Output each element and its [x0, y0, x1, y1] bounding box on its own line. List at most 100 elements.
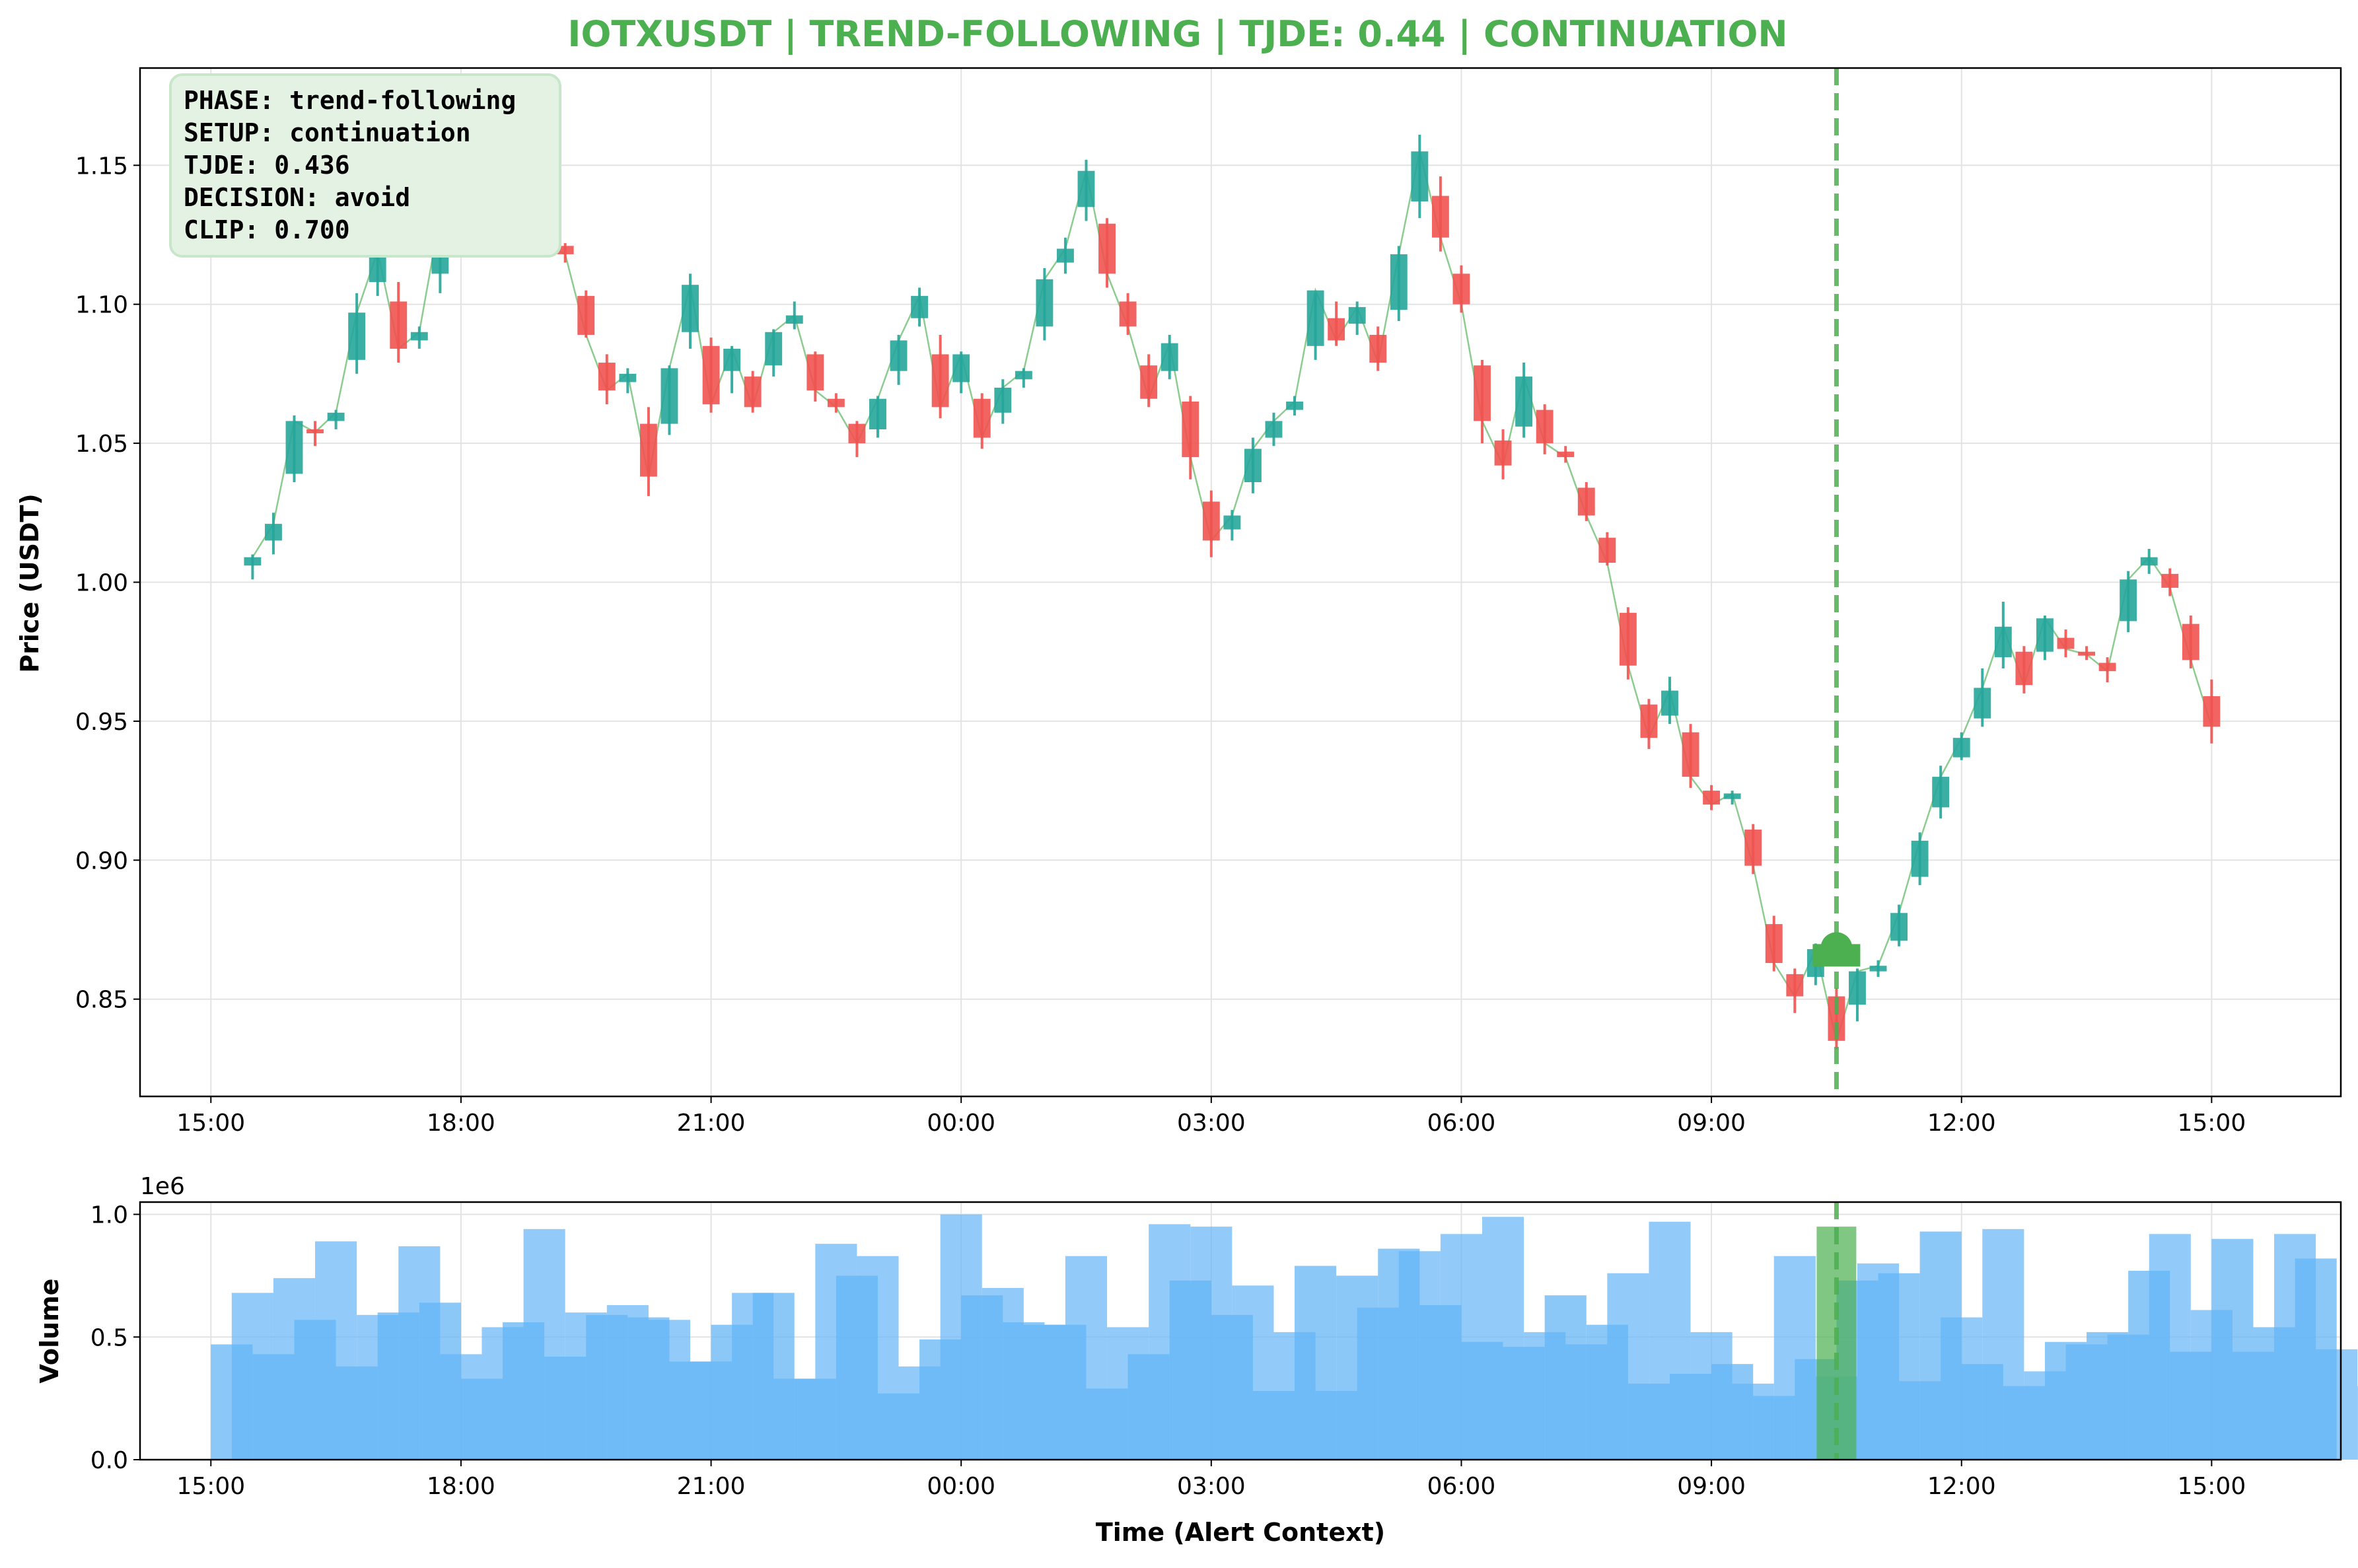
- price-x-tick-label: 18:00: [427, 1110, 495, 1137]
- volume-bar: [1232, 1285, 1274, 1460]
- candle: [911, 287, 929, 327]
- candle-body: [1452, 273, 1470, 304]
- volume-bar: [773, 1378, 816, 1460]
- candle-body: [973, 398, 991, 438]
- candle-body: [1994, 626, 2012, 658]
- candle-body: [1265, 421, 1283, 438]
- candle-body: [702, 345, 720, 405]
- volume-bar: [1857, 1263, 1900, 1460]
- price-x-tick-label: 12:00: [1927, 1110, 1996, 1137]
- candle-body: [1849, 971, 1866, 1005]
- volume-x-tick-label: 09:00: [1677, 1473, 1746, 1500]
- volume-bar: [1023, 1324, 1065, 1460]
- candle: [994, 379, 1012, 424]
- candle-body: [2098, 662, 2116, 672]
- candle: [1786, 968, 1804, 1013]
- volume-bar: [523, 1229, 565, 1460]
- volume-bar: [1065, 1256, 1108, 1460]
- candle: [285, 415, 303, 483]
- volume-bar: [1149, 1224, 1191, 1460]
- candle: [2120, 571, 2137, 633]
- info-phase: PHASE: trend-following: [184, 86, 516, 115]
- candle: [1661, 676, 1678, 725]
- candle-body: [1036, 279, 1054, 327]
- volume-x-tick-label: 12:00: [1927, 1473, 1996, 1500]
- volume-bar: [1107, 1327, 1149, 1460]
- volume-x-tick-label: 18:00: [427, 1473, 495, 1500]
- candle: [2140, 549, 2158, 574]
- candle-body: [577, 296, 595, 335]
- candle-body: [619, 373, 637, 382]
- info-box: PHASE: trend-following SETUP: continuati…: [169, 73, 561, 258]
- candle-body: [1411, 151, 1429, 201]
- volume-bar: [732, 1293, 774, 1460]
- candle-body: [1869, 966, 1887, 972]
- volume-bar: [1524, 1332, 1566, 1460]
- volume-bar: [648, 1320, 690, 1460]
- candle: [2078, 646, 2095, 660]
- candle: [306, 421, 324, 446]
- candle-body: [1474, 365, 1491, 421]
- close-price-line: [252, 119, 2213, 1044]
- candle: [806, 351, 824, 402]
- candle-body: [1765, 924, 1783, 964]
- price-y-tick-label: 0.85: [75, 987, 128, 1014]
- volume-bar: [1565, 1344, 1608, 1460]
- volume-bar: [1982, 1229, 2024, 1460]
- candle-body: [1494, 440, 1512, 466]
- candle: [327, 410, 345, 430]
- candle: [1452, 265, 1470, 313]
- candle-body: [1723, 793, 1741, 799]
- volume-bar: [1357, 1307, 1399, 1460]
- candle: [2015, 646, 2033, 694]
- candle: [1994, 601, 2012, 668]
- volume-panel: 0.0 0.5 1.0 15:00 18:00 21:00 00:00 03:00 06:00…: [35, 1173, 2358, 1547]
- candle-body: [1140, 365, 1158, 399]
- candle: [244, 554, 262, 580]
- candle: [1411, 134, 1429, 219]
- candle: [1557, 446, 1575, 463]
- candle: [661, 365, 678, 435]
- candle-body: [1223, 515, 1241, 530]
- candle-body: [911, 296, 929, 318]
- volume-bar: [273, 1278, 316, 1460]
- candle: [1077, 159, 1095, 221]
- candle-body: [1786, 974, 1804, 997]
- candle: [598, 354, 616, 405]
- volume-bar: [2024, 1371, 2066, 1460]
- info-tjde: TJDE: 0.436: [184, 151, 350, 180]
- candle-body: [285, 421, 303, 474]
- candle-body: [639, 423, 657, 477]
- candle-body: [1640, 704, 1658, 738]
- volume-alert-marker: [1816, 1202, 1857, 1460]
- volume-bar: [898, 1366, 941, 1460]
- candle: [1161, 334, 1178, 380]
- price-y-tick-label: 0.90: [75, 847, 128, 874]
- candle-body: [1703, 791, 1721, 805]
- candle: [1119, 293, 1137, 335]
- candle: [1515, 363, 1533, 438]
- candle-body: [869, 398, 886, 430]
- candle-body: [598, 363, 616, 391]
- candle-body: [1098, 223, 1116, 274]
- volume-bar: [1440, 1234, 1483, 1460]
- price-y-axis: 0.85 0.90 0.95 1.00 1.05 1.10 1.15: [75, 153, 140, 1014]
- candle: [2036, 615, 2054, 660]
- candle: [1849, 968, 1866, 1022]
- candle-body: [244, 557, 262, 566]
- candle-body: [2120, 579, 2137, 622]
- volume-x-axis-label: Time (Alert Context): [1096, 1518, 1385, 1547]
- candle-body: [2036, 618, 2054, 652]
- volume-bar: [1607, 1273, 1649, 1460]
- candle-body: [1952, 738, 1970, 758]
- price-panel: 0.85 0.90 0.95 1.00 1.05 1.10 1.15 15:00 18:00 2…: [15, 67, 2342, 1137]
- candle-body: [827, 398, 845, 408]
- volume-bar: [815, 1244, 857, 1460]
- volume-x-tick-label: 03:00: [1177, 1473, 1246, 1500]
- price-y-tick-label: 1.10: [75, 292, 128, 319]
- price-x-tick-label: 21:00: [677, 1110, 746, 1137]
- candle-body: [2015, 651, 2033, 686]
- price-y-tick-label: 0.95: [75, 709, 128, 736]
- volume-bar: [2316, 1349, 2358, 1460]
